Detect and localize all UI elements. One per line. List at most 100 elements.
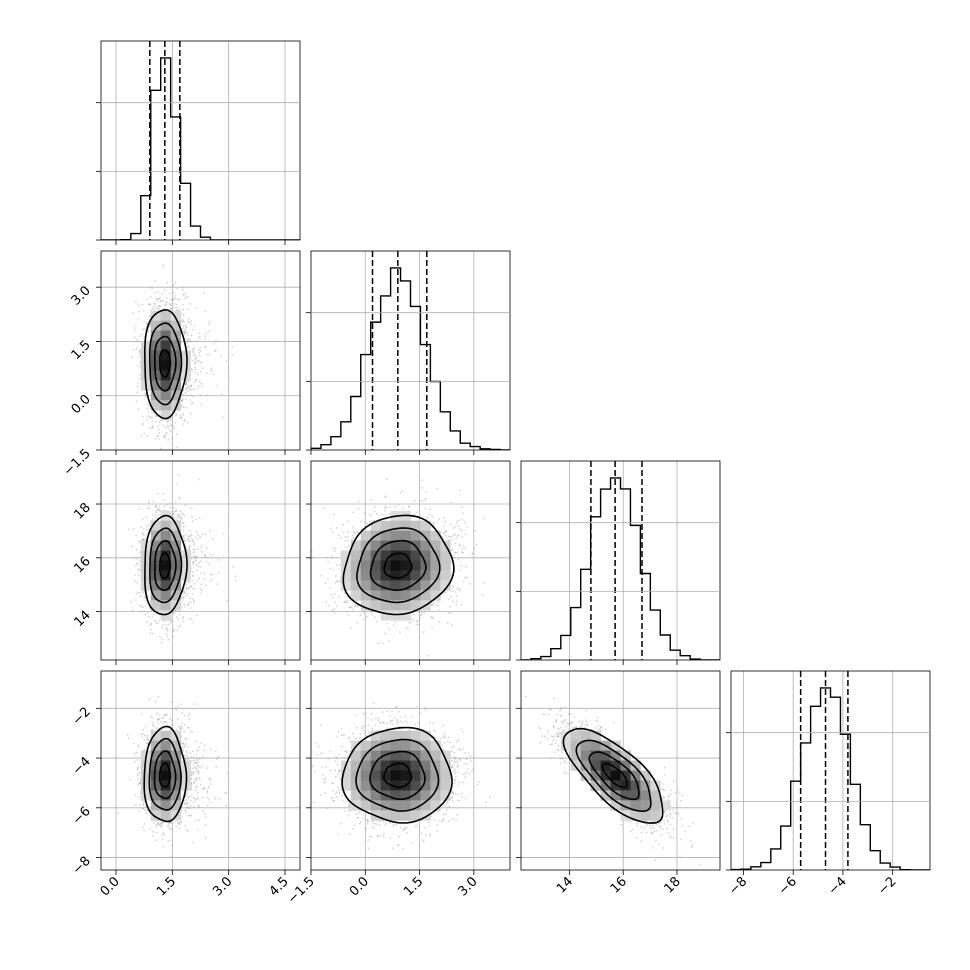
scatter-point — [165, 624, 168, 626]
scatter-point — [180, 727, 183, 730]
scatter-point — [620, 823, 623, 826]
scatter-point — [196, 387, 199, 390]
scatter-point — [327, 757, 330, 760]
scatter-point — [195, 740, 198, 743]
scatter-point — [403, 828, 406, 830]
scatter-point — [204, 533, 207, 536]
scatter-point — [320, 574, 323, 577]
scatter-point — [157, 696, 160, 698]
scatter-point — [386, 622, 389, 625]
scatter-point — [348, 803, 351, 806]
scatter-point — [163, 288, 166, 291]
scatter-point — [175, 303, 178, 306]
scatter-point — [324, 582, 327, 585]
density-cell — [390, 730, 401, 742]
scatter-point — [135, 562, 138, 565]
density-cell — [400, 530, 411, 541]
scatter-point — [349, 606, 352, 609]
scatter-point — [354, 603, 357, 606]
scatter-point — [358, 737, 361, 739]
scatter-point — [461, 781, 464, 784]
scatter-point — [133, 760, 136, 763]
scatter-point — [471, 552, 474, 555]
scatter-point — [202, 556, 204, 559]
density-cell — [400, 750, 411, 761]
scatter-point — [133, 752, 136, 755]
density-cell — [430, 740, 441, 751]
scatter-point — [329, 587, 331, 590]
scatter-point — [457, 764, 460, 767]
scatter-point — [176, 629, 179, 632]
scatter-point — [659, 825, 662, 827]
scatter-point — [175, 616, 178, 619]
density-cell — [350, 560, 362, 571]
scatter-point — [210, 783, 213, 785]
density-cell — [370, 590, 382, 601]
x-tick-label: −2 — [875, 874, 899, 898]
scatter-point — [187, 385, 190, 387]
scatter-point — [169, 822, 171, 825]
scatter-point — [140, 594, 143, 597]
scatter-point — [384, 823, 387, 826]
scatter-point — [570, 713, 572, 715]
scatter-point — [197, 829, 200, 831]
density-cell — [430, 580, 441, 591]
scatter-point — [182, 535, 185, 537]
scatter-point — [137, 355, 140, 358]
scatter-point — [130, 600, 133, 603]
scatter-point — [426, 654, 429, 657]
contour-line — [383, 762, 413, 789]
scatter-point — [409, 621, 412, 624]
scatter-point — [176, 482, 179, 485]
scatter-point — [135, 548, 138, 551]
scatter-point — [182, 596, 184, 598]
scatter-point — [187, 390, 189, 393]
scatter-point — [133, 325, 136, 328]
density-cell — [360, 580, 372, 591]
scatter-point — [568, 751, 571, 753]
scatter-point — [161, 627, 164, 629]
scatter-point — [663, 773, 666, 776]
density-cell — [340, 580, 352, 591]
scatter-point — [226, 772, 229, 774]
density-cell — [350, 580, 362, 591]
scatter-point — [198, 819, 200, 821]
scatter-point — [366, 522, 369, 525]
scatter-point — [176, 306, 178, 309]
scatter-point — [182, 593, 185, 595]
scatter-point — [312, 556, 314, 559]
scatter-point — [195, 558, 197, 560]
scatter-point — [456, 741, 458, 743]
scatter-point — [176, 517, 179, 519]
scatter-point — [149, 416, 151, 419]
scatter-point — [187, 586, 189, 589]
y-tick-label: 14 — [72, 608, 94, 630]
scatter-point — [184, 398, 187, 400]
scatter-point — [176, 718, 179, 721]
scatter-point — [433, 819, 436, 821]
scatter-point — [192, 359, 194, 362]
scatter-point — [453, 556, 456, 559]
scatter-point — [398, 835, 400, 838]
scatter-point — [347, 535, 349, 538]
scatter-point — [143, 738, 146, 741]
scatter-point — [351, 525, 354, 528]
scatter-point — [441, 535, 444, 538]
scatter-point — [187, 535, 190, 538]
scatter-point — [192, 563, 195, 566]
scatter-point — [235, 579, 237, 582]
scatter-point — [374, 506, 376, 508]
scatter-point — [192, 762, 195, 765]
scatter-point — [138, 350, 141, 353]
scatter-point — [364, 521, 366, 524]
scatter-point — [559, 757, 562, 760]
axes-3-2 — [516, 670, 721, 875]
density-cell — [610, 740, 621, 751]
scatter-point — [381, 642, 384, 644]
scatter-point — [397, 844, 399, 847]
scatter-point — [645, 831, 648, 834]
scatter-point — [198, 517, 201, 519]
scatter-point — [205, 547, 208, 549]
scatter-point — [461, 731, 464, 734]
scatter-point — [391, 723, 394, 726]
